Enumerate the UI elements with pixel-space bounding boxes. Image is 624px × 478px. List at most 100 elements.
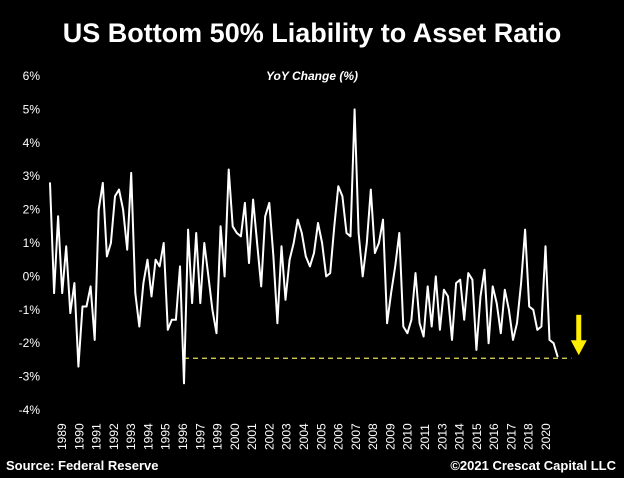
data-point (386, 322, 388, 324)
data-point (345, 232, 348, 234)
x-tick-label: 2011 (418, 424, 432, 450)
data-point (69, 312, 72, 314)
y-tick-label: 2% (23, 203, 41, 217)
data-point (479, 295, 482, 298)
data-point (272, 255, 275, 258)
data-point (483, 268, 486, 271)
data-point (126, 248, 128, 251)
data-point (284, 298, 287, 301)
x-tick-label: 2009 (383, 423, 397, 450)
data-point (455, 282, 457, 284)
y-tick-label: -2% (19, 336, 41, 350)
data-point (85, 305, 88, 308)
data-point (199, 302, 202, 304)
data-point (154, 258, 157, 261)
data-point (288, 258, 291, 261)
data-point (195, 232, 197, 234)
data-point (93, 339, 96, 341)
x-tick-label: 1996 (176, 423, 190, 450)
x-tick-label: 1995 (159, 423, 173, 450)
data-point (142, 282, 145, 284)
x-tick-label: 2005 (314, 423, 328, 450)
y-axis: 6% 5% 4% 3% 2% 1% 0% -1% -2% -3% -4% (19, 69, 41, 417)
data-point (532, 309, 535, 311)
data-point (471, 278, 474, 281)
x-tick-label: 2015 (470, 423, 484, 450)
data-point (231, 225, 234, 228)
data-point (317, 222, 319, 224)
data-point (516, 322, 518, 324)
data-point (179, 265, 181, 268)
data-point (61, 292, 63, 294)
data-point (439, 329, 441, 331)
data-point (171, 319, 173, 321)
arrow-head (570, 340, 587, 356)
x-tick-label: 2006 (332, 423, 346, 450)
data-point (435, 275, 437, 278)
x-tick-label: 1997 (193, 423, 207, 450)
x-tick-label: 2018 (522, 423, 536, 450)
data-point (73, 282, 76, 284)
data-point (183, 382, 185, 385)
x-tick-label: 2001 (245, 423, 259, 450)
data-point (422, 335, 425, 338)
data-point (252, 198, 254, 201)
x-tick-label: 2016 (487, 423, 501, 450)
data-point (146, 258, 149, 261)
y-tick-label: 6% (23, 69, 41, 83)
y-tick-label: -3% (19, 370, 41, 384)
data-point (357, 232, 360, 234)
copyright-note: ©2021 Crescat Capital LLC (450, 458, 616, 473)
y-tick-label: 4% (23, 136, 41, 150)
data-point (264, 215, 267, 218)
data-point (292, 242, 295, 244)
data-point (556, 355, 559, 358)
data-point (491, 285, 494, 288)
data-point (134, 292, 137, 294)
data-point (418, 322, 421, 324)
data-point (187, 228, 189, 231)
x-tick-label: 2013 (435, 423, 449, 450)
data-point (390, 292, 392, 294)
data-point (325, 275, 327, 278)
data-point (305, 255, 307, 258)
x-tick-label: 2002 (262, 423, 276, 450)
x-tick-label: 2017 (504, 423, 518, 450)
data-point (49, 182, 51, 184)
x-tick-label: 2003 (280, 423, 294, 450)
data-point (463, 319, 466, 321)
data-point (207, 275, 210, 278)
data-point (337, 185, 340, 188)
data-point (309, 265, 311, 268)
data-point (475, 349, 478, 351)
source-note: Source: Federal Reserve (6, 458, 159, 473)
x-tick-label: 1991 (90, 423, 104, 450)
data-point (175, 319, 177, 321)
x-tick-label: 1989 (55, 423, 69, 450)
x-tick-label: 2014 (453, 423, 467, 450)
data-point (447, 295, 449, 298)
data-point (215, 332, 218, 334)
data-point (443, 288, 445, 291)
x-tick-label: 1992 (107, 423, 121, 450)
data-point (528, 305, 531, 308)
data-point (203, 242, 206, 244)
x-tick-label: 1993 (124, 423, 138, 450)
data-point (402, 325, 405, 328)
data-point (114, 195, 116, 198)
data-point (166, 329, 169, 331)
data-point (211, 309, 214, 311)
x-tick-label: 1990 (72, 423, 86, 450)
data-point (150, 295, 153, 298)
data-point (508, 309, 510, 311)
data-point (341, 195, 344, 198)
x-tick-label: 2007 (349, 423, 363, 450)
data-point (378, 242, 380, 244)
data-point (223, 275, 226, 278)
data-point (280, 245, 283, 248)
y-tick-label: 1% (23, 236, 41, 250)
data-point (552, 342, 555, 345)
data-point (410, 319, 413, 321)
data-point (382, 218, 384, 221)
